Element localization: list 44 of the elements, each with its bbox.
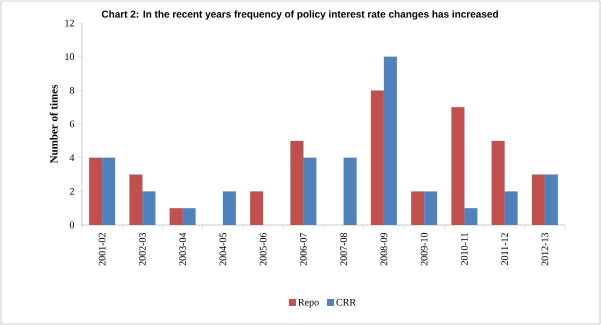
bar	[424, 191, 438, 225]
x-tick-label: 2006-07	[300, 232, 307, 266]
bar	[170, 208, 183, 225]
bar	[544, 174, 558, 225]
bar	[492, 140, 505, 225]
y-axis-title: Number of times	[50, 84, 58, 164]
bar	[102, 158, 116, 225]
x-tick-label: 2011-12	[501, 233, 508, 266]
y-tick-label: 8	[70, 86, 74, 94]
y-tick-label: 4	[70, 154, 74, 161]
x-tick-label: 2001-02	[98, 233, 106, 266]
bar	[250, 191, 264, 225]
chart-title: Chart 2: In the recent years frequency of policy interest rate changes has increased	[102, 10, 498, 20]
y-tick-label: 10	[65, 53, 74, 60]
y-tick-label: 2	[70, 188, 74, 195]
bar	[532, 174, 545, 225]
bar	[344, 158, 357, 225]
x-tick-label: 2004-05	[220, 232, 226, 266]
x-tick-label: 2008-09	[380, 232, 388, 266]
x-tick-label: 2005-06	[260, 232, 266, 266]
bar	[384, 56, 397, 225]
bar	[504, 191, 518, 225]
bar	[182, 208, 196, 225]
legend-label: CRR	[336, 298, 356, 306]
x-tick-label: 2010-11	[461, 233, 468, 266]
bar	[370, 90, 384, 225]
bar	[89, 158, 102, 225]
x-tick-label: 2002-03	[139, 232, 146, 266]
bar	[411, 191, 424, 225]
x-tick-label: 2003-04	[179, 232, 186, 266]
bar	[129, 174, 142, 225]
bar	[290, 140, 304, 225]
bar	[222, 191, 236, 225]
bar	[451, 107, 464, 225]
legend-label: Repo	[298, 298, 319, 308]
y-tick-label: 12	[65, 20, 74, 26]
y-tick-label: 6	[70, 120, 74, 128]
x-tick-label: 2007-08	[340, 232, 347, 266]
bar	[464, 208, 478, 225]
bar	[303, 158, 316, 225]
x-tick-label: 2009-10	[420, 232, 428, 266]
bar	[142, 191, 156, 225]
y-tick-label: 0	[70, 222, 74, 228]
x-tick-label: 2012-13	[542, 232, 548, 266]
